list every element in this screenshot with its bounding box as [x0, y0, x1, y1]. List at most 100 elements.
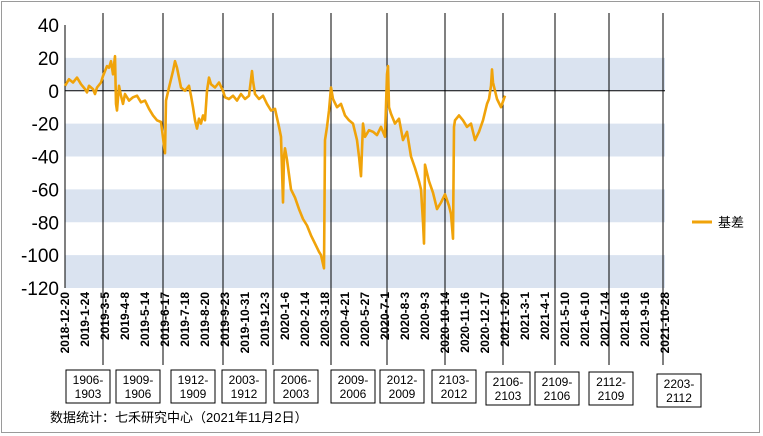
y-tick-label: 20 — [38, 49, 59, 70]
contract-box: 2006-2003 — [273, 369, 319, 404]
x-tick-label: 2021-5-10 — [558, 292, 572, 347]
contract-label-line1: 2112- — [596, 375, 626, 389]
band-0 — [65, 57, 665, 91]
x-tick-label: 2019-7-18 — [178, 292, 192, 347]
x-tick-label: 2021-7-14 — [598, 292, 612, 347]
x-tick-label: 2019-5-14 — [138, 292, 152, 347]
contract-label-line2: 2112 — [666, 391, 692, 405]
contract-label-line1: 2006- — [281, 373, 312, 387]
x-tick-label: 2019-10-31 — [238, 292, 252, 354]
contract-box: 2012-2009 — [379, 369, 425, 404]
contract-label-line2: 1912 — [231, 387, 258, 401]
band-3 — [65, 255, 665, 288]
x-tick-label: 2021-9-16 — [638, 292, 652, 347]
y-tick-label: -100 — [21, 246, 59, 267]
contract-box-border — [65, 369, 111, 404]
contract-label-line2: 2106 — [544, 389, 571, 403]
x-tick-label: 2021-4-1 — [538, 292, 552, 340]
contract-box-border — [330, 369, 376, 404]
y-tick-label: -120 — [21, 279, 59, 300]
x-tick-label: 2019-1-24 — [78, 292, 92, 347]
y-tick-label: -80 — [32, 213, 59, 234]
contract-box: 2203-2112 — [656, 373, 702, 408]
contract-label-line2: 1906 — [125, 387, 152, 401]
x-tick-label: 2019-6-17 — [158, 292, 172, 347]
contract-box: 2103-2012 — [431, 369, 477, 404]
contract-label-line2: 2012 — [441, 387, 468, 401]
contract-box-border — [115, 369, 161, 404]
contract-label-line1: 2106- — [493, 375, 524, 389]
contract-label-line2: 2103 — [495, 389, 522, 403]
contract-label-line2: 1903 — [75, 387, 102, 401]
legend-label-basis: 基差 — [718, 215, 744, 230]
x-tick-label: 2020-7-1 — [378, 292, 392, 340]
x-tick-label: 2019-12-3 — [258, 292, 272, 347]
contract-box: 2106-2103 — [485, 371, 531, 406]
contract-box-border — [588, 371, 634, 406]
x-tick-label: 2020-5-27 — [358, 292, 372, 347]
y-tick-label: 0 — [48, 82, 59, 103]
contract-label-line1: 1906- — [73, 373, 104, 387]
x-tick-label: 2020-11-16 — [458, 292, 472, 353]
x-tick-label: 2018-12-20 — [58, 292, 72, 354]
series-layer — [63, 54, 507, 270]
x-tick-label: 2021-6-10 — [578, 292, 592, 347]
contract-box-border — [379, 369, 425, 404]
contract-label-line2: 1909 — [180, 387, 207, 401]
contract-box-border — [221, 369, 267, 404]
y-axis: 40 20 0 -20 -40 -60 -80 -100 -120 — [21, 16, 665, 300]
legend: 基差 — [692, 215, 744, 230]
contract-box-border — [656, 373, 702, 408]
y-tick-label: -60 — [32, 180, 59, 201]
x-tick-label: 2020-4-21 — [338, 292, 352, 347]
contract-box: 1912-1909 — [170, 369, 216, 404]
series-line-basis — [63, 54, 507, 270]
contract-label-line1: 2012- — [387, 373, 418, 387]
contract-box-border — [534, 371, 580, 406]
x-axis: 2018-12-20 2019-1-24 2019-3-5 2019-4-8 2019-… — [58, 292, 672, 354]
x-tick-label: 2021-10-28 — [658, 292, 672, 354]
source-note: 数据统计：七禾研究中心（2021年11月2日） — [50, 410, 308, 425]
y-tick-label: -20 — [32, 115, 59, 136]
contract-label-line1: 1912- — [178, 373, 209, 387]
contract-label-line1: 2103- — [439, 373, 470, 387]
contract-box: 2109-2106 — [534, 371, 580, 406]
x-tick-label: 2020-9-3 — [418, 292, 432, 340]
x-tick-label: 2021-3-1 — [518, 292, 532, 340]
x-tick-label: 2020-2-14 — [298, 292, 312, 347]
x-tick-label: 2020-1-6 — [278, 292, 292, 340]
contract-label-line2: 2003 — [283, 387, 310, 401]
contract-label-line2: 2109 — [598, 389, 625, 403]
contract-label-line1: 1909- — [123, 373, 154, 387]
contract-label-line1: 2003- — [229, 373, 260, 387]
contract-label-line2: 2009 — [389, 387, 416, 401]
background-bands — [65, 57, 665, 288]
contract-box: 2009-2006 — [330, 369, 376, 404]
x-tick-label: 2021-1-20 — [498, 292, 512, 347]
contract-box-border — [431, 369, 477, 404]
band-2 — [65, 189, 665, 223]
contract-label-line1: 2009- — [338, 373, 369, 387]
contract-box: 1909-1906 — [115, 369, 161, 404]
x-tick-label: 2021-8-16 — [618, 292, 632, 347]
contract-box: 1906-1903 — [65, 369, 111, 404]
x-tick-label: 2020-8-3 — [398, 292, 412, 340]
x-tick-label: 2020-10-14 — [438, 292, 452, 354]
contract-box-border — [485, 371, 531, 406]
contract-box: 2003-1912 — [221, 369, 267, 404]
y-tick-label: 40 — [38, 16, 59, 37]
contract-label-line1: 2109- — [542, 375, 573, 389]
contract-label-line2: 2006 — [340, 387, 367, 401]
x-tick-label: 2020-3-18 — [318, 292, 332, 347]
x-tick-label: 2019-8-20 — [198, 292, 212, 347]
contract-label-line1: 2203- — [664, 377, 695, 391]
contract-label-boxes: 1906-19031909-19061912-19092003-19122006… — [65, 369, 702, 408]
contract-box-border — [273, 369, 319, 404]
contract-box: 2112-2109 — [588, 371, 634, 406]
x-tick-label: 2020-12-17 — [478, 292, 492, 354]
contract-box-border — [170, 369, 216, 404]
x-tick-label: 2019-4-8 — [118, 292, 132, 340]
contract-dividers — [102, 13, 664, 365]
